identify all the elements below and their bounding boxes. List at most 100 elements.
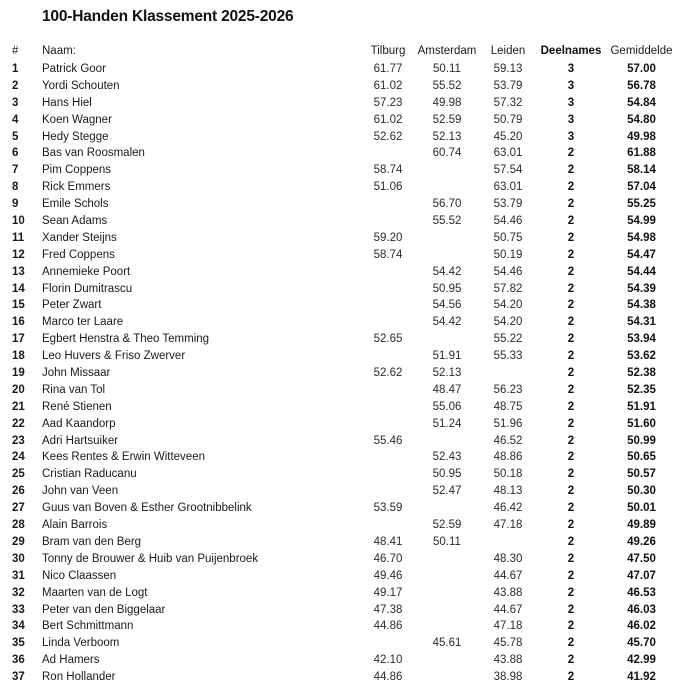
tilburg-cell: 44.86 — [373, 671, 403, 684]
gemiddelde-cell: 53.94 — [627, 333, 656, 346]
gemiddelde-cell: 51.60 — [627, 417, 656, 430]
table-row: 32 Maarten van de Logt 49.17 43.88 2 46.… — [0, 585, 679, 602]
table-row: 27 Guus van Boven & Esther Grootnibbelin… — [0, 500, 679, 517]
name-cell: Emile Schols — [42, 198, 109, 211]
rank-cell: 5 — [12, 130, 19, 143]
amsterdam-cell: 48.47 — [432, 383, 462, 396]
name-cell: Pim Coppens — [42, 164, 112, 177]
column-header-deelnames: Deelnames — [540, 45, 602, 58]
deelnames-cell: 2 — [567, 417, 575, 430]
deelnames-cell: 3 — [567, 96, 575, 109]
deelnames-cell: 3 — [567, 113, 575, 126]
leiden-cell: 55.33 — [493, 350, 523, 363]
gemiddelde-cell: 49.98 — [627, 130, 656, 143]
table-row: 7 Pim Coppens 58.74 57.54 2 58.14 — [0, 162, 679, 179]
gemiddelde-cell: 47.50 — [627, 552, 656, 565]
deelnames-cell: 2 — [567, 468, 575, 481]
amsterdam-cell: 55.52 — [432, 215, 462, 228]
rank-cell: 30 — [12, 552, 25, 565]
name-cell: Cristian Raducanu — [42, 468, 137, 481]
leiden-cell: 54.20 — [493, 316, 523, 329]
tilburg-cell: 55.46 — [373, 434, 403, 447]
rank-cell: 29 — [12, 535, 25, 548]
name-cell: Guus van Boven & Esther Grootnibbelink — [42, 502, 252, 515]
table-row: 16 Marco ter Laare 54.42 54.20 2 54.31 — [0, 314, 679, 331]
gemiddelde-cell: 54.99 — [627, 215, 656, 228]
deelnames-cell: 2 — [567, 654, 575, 667]
gemiddelde-cell: 46.02 — [627, 620, 656, 633]
table-row: 26 John van Veen 52.47 48.13 2 50.30 — [0, 483, 679, 500]
name-cell: John Missaar — [42, 367, 111, 380]
rank-cell: 26 — [12, 485, 25, 498]
deelnames-cell: 2 — [567, 586, 575, 599]
table-row: 2 Yordi Schouten 61.02 55.52 53.79 3 56.… — [0, 78, 679, 95]
name-cell: Patrick Goor — [42, 63, 106, 75]
leiden-cell: 47.18 — [493, 620, 523, 633]
leiden-cell: 54.46 — [493, 265, 523, 278]
table-row: 9 Emile Schols 56.70 53.79 2 55.25 — [0, 196, 679, 213]
table-row: 5 Hedy Stegge 52.62 52.13 45.20 3 49.98 — [0, 129, 679, 146]
table-row: 12 Fred Coppens 58.74 50.19 2 54.47 — [0, 247, 679, 264]
amsterdam-cell: 54.42 — [432, 265, 462, 278]
amsterdam-cell: 55.06 — [432, 400, 462, 413]
gemiddelde-cell: 54.80 — [627, 113, 656, 126]
gemiddelde-cell: 54.38 — [627, 299, 656, 312]
deelnames-cell: 2 — [567, 215, 575, 228]
name-cell: John van Veen — [42, 485, 119, 498]
deelnames-cell: 2 — [567, 569, 575, 582]
leiden-cell: 63.01 — [493, 147, 523, 160]
tilburg-cell: 51.06 — [373, 181, 403, 194]
leiden-cell: 44.67 — [493, 603, 523, 616]
gemiddelde-cell: 52.35 — [627, 383, 656, 396]
leiden-cell: 54.46 — [493, 215, 523, 228]
name-cell: Aad Kaandorp — [42, 417, 116, 430]
rank-cell: 24 — [12, 451, 25, 464]
rank-cell: 28 — [12, 519, 25, 532]
rank-cell: 36 — [12, 654, 25, 667]
name-cell: Hans Hiel — [42, 96, 92, 109]
deelnames-cell: 2 — [567, 671, 575, 684]
name-cell: Xander Steijns — [42, 231, 117, 244]
table-body: 1 Patrick Goor 61.77 50.11 59.13 3 57.00… — [0, 61, 679, 686]
leiden-cell: 50.19 — [493, 248, 523, 261]
tilburg-cell: 44.86 — [373, 620, 403, 633]
deelnames-cell: 2 — [567, 367, 575, 380]
rank-cell: 27 — [12, 502, 25, 515]
deelnames-cell: 2 — [567, 316, 575, 329]
gemiddelde-cell: 41.92 — [627, 671, 656, 684]
leiden-cell: 57.32 — [493, 96, 523, 109]
name-cell: Kees Rentes & Erwin Witteveen — [42, 451, 205, 464]
amsterdam-cell: 55.52 — [432, 79, 462, 92]
table-row: 18 Leo Huvers & Friso Zwerver 51.91 55.3… — [0, 348, 679, 365]
rank-cell: 9 — [12, 198, 19, 211]
table-row: 29 Bram van den Berg 48.41 50.11 2 49.26 — [0, 534, 679, 551]
leiden-cell: 44.67 — [493, 569, 523, 582]
amsterdam-cell: 52.47 — [432, 485, 462, 498]
rank-cell: 20 — [12, 383, 25, 396]
leiden-cell: 56.23 — [493, 383, 523, 396]
gemiddelde-cell: 57.00 — [627, 63, 656, 75]
rank-cell: 22 — [12, 417, 25, 430]
rank-cell: 3 — [12, 96, 19, 109]
leiden-cell: 57.82 — [493, 282, 523, 295]
name-cell: Tonny de Brouwer & Huib van Puijenbroek — [42, 552, 259, 565]
amsterdam-cell: 52.59 — [432, 519, 462, 532]
gemiddelde-cell: 54.39 — [627, 282, 656, 295]
tilburg-cell: 49.46 — [373, 569, 403, 582]
leiden-cell: 51.96 — [493, 417, 523, 430]
leiden-cell: 54.20 — [493, 299, 523, 312]
deelnames-cell: 2 — [567, 519, 575, 532]
amsterdam-cell: 50.95 — [432, 468, 462, 481]
gemiddelde-cell: 52.38 — [627, 367, 656, 380]
name-cell: Rina van Tol — [42, 383, 106, 396]
name-cell: Marco ter Laare — [42, 316, 124, 329]
leiden-cell: 63.01 — [493, 181, 523, 194]
rank-cell: 12 — [12, 248, 25, 261]
name-cell: Florin Dumitrascu — [42, 282, 133, 295]
table-row: 33 Peter van den Biggelaar 47.38 44.67 2… — [0, 602, 679, 619]
column-header-tilburg: Tilburg — [370, 45, 406, 58]
table-row: 23 Adri Hartsuiker 55.46 46.52 2 50.99 — [0, 433, 679, 450]
name-cell: Ad Hamers — [42, 654, 100, 667]
deelnames-cell: 3 — [567, 130, 575, 143]
rank-cell: 17 — [12, 333, 25, 346]
